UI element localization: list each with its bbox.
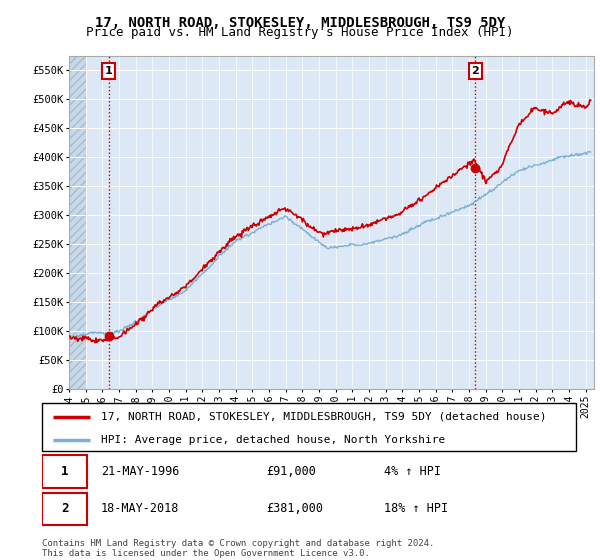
- FancyBboxPatch shape: [42, 403, 576, 451]
- Text: HPI: Average price, detached house, North Yorkshire: HPI: Average price, detached house, Nort…: [101, 435, 445, 445]
- Text: 1: 1: [105, 66, 113, 76]
- FancyBboxPatch shape: [42, 493, 88, 525]
- Text: 1: 1: [61, 465, 68, 478]
- Text: 2: 2: [61, 502, 68, 515]
- Text: 18% ↑ HPI: 18% ↑ HPI: [384, 502, 448, 515]
- Bar: [69, 56, 86, 389]
- Text: 17, NORTH ROAD, STOKESLEY, MIDDLESBROUGH, TS9 5DY (detached house): 17, NORTH ROAD, STOKESLEY, MIDDLESBROUGH…: [101, 412, 546, 422]
- Text: 2: 2: [471, 66, 479, 76]
- FancyBboxPatch shape: [42, 455, 88, 488]
- Text: £91,000: £91,000: [266, 465, 316, 478]
- Text: 4% ↑ HPI: 4% ↑ HPI: [384, 465, 441, 478]
- Text: £381,000: £381,000: [266, 502, 323, 515]
- Text: Price paid vs. HM Land Registry's House Price Index (HPI): Price paid vs. HM Land Registry's House …: [86, 26, 514, 39]
- Text: 18-MAY-2018: 18-MAY-2018: [101, 502, 179, 515]
- Text: 21-MAY-1996: 21-MAY-1996: [101, 465, 179, 478]
- Text: 17, NORTH ROAD, STOKESLEY, MIDDLESBROUGH, TS9 5DY: 17, NORTH ROAD, STOKESLEY, MIDDLESBROUGH…: [95, 16, 505, 30]
- Text: Contains HM Land Registry data © Crown copyright and database right 2024.
This d: Contains HM Land Registry data © Crown c…: [42, 539, 434, 558]
